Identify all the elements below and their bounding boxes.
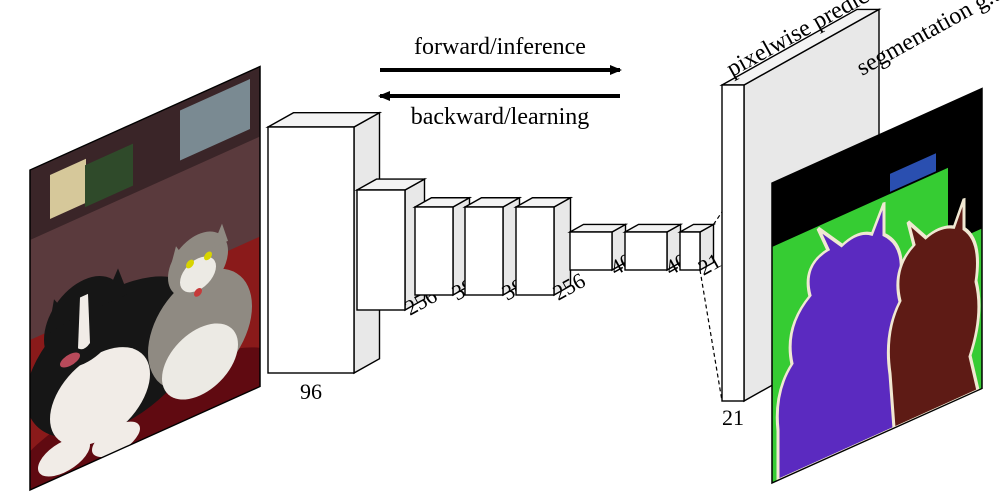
diagram-canvas: 962563843842564096409621 21pixelwise pre… [0,0,1004,504]
layer-channel-label: 96 [300,379,322,404]
diagram-svg: 962563843842564096409621 21pixelwise pre… [0,0,1004,504]
backward-learning-label: backward/learning [411,104,590,130]
output-channel-label: 21 [722,405,744,430]
forward-inference-label: forward/inference [414,34,586,60]
input-image [15,60,275,504]
